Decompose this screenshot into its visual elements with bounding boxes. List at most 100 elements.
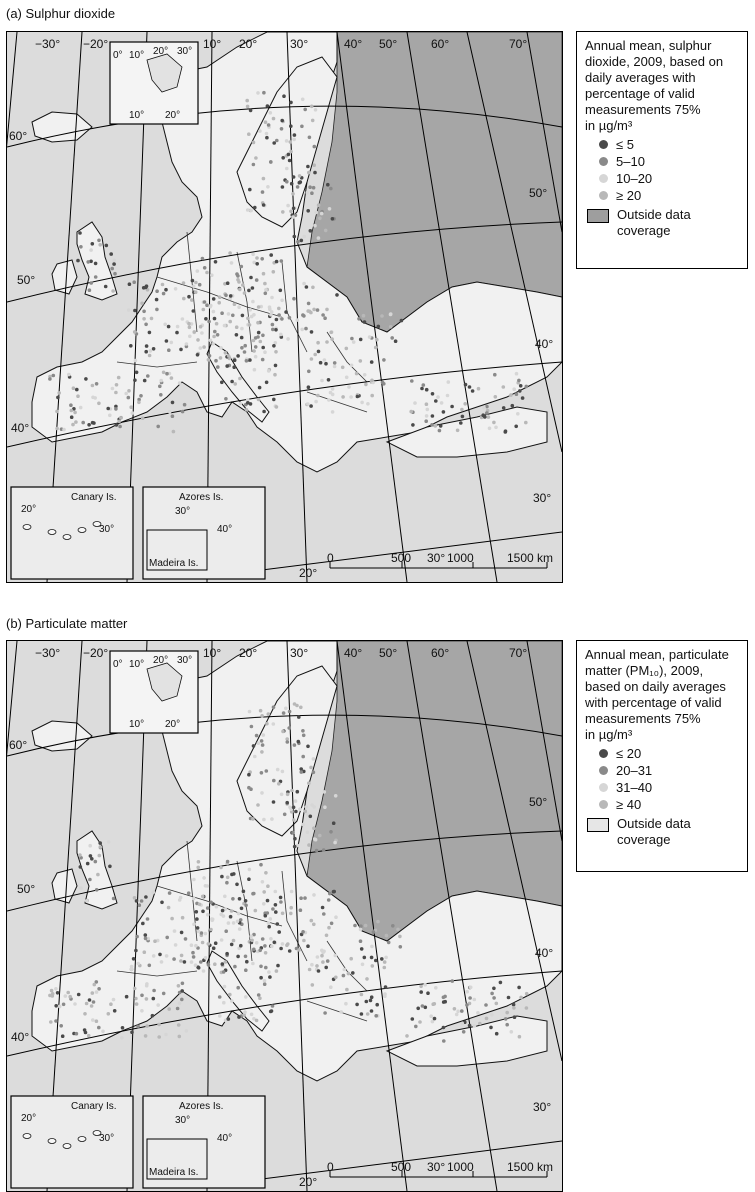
map-label: 500 (391, 551, 411, 565)
station-dot (265, 104, 270, 108)
station-dot (267, 970, 271, 974)
station-dot (363, 923, 368, 928)
station-dot (468, 996, 472, 1000)
station-points (48, 702, 529, 1043)
station-dot (196, 865, 200, 870)
station-dot (180, 409, 185, 414)
station-dot (264, 871, 268, 875)
station-dot (311, 770, 316, 775)
station-dot (205, 303, 209, 308)
station-dot (358, 939, 363, 943)
station-dot (61, 1002, 66, 1007)
station-dot (233, 382, 237, 386)
station-dot (222, 1000, 226, 1005)
legend-title-line: based on daily averages (585, 679, 726, 694)
station-dot (116, 375, 121, 380)
map-label: Azores Is. (179, 492, 223, 503)
station-dot (441, 410, 446, 414)
station-dot (329, 330, 334, 335)
station-dot (429, 1014, 434, 1018)
station-dot (136, 1024, 140, 1029)
station-dot (252, 891, 256, 896)
station-dot (468, 985, 473, 990)
station-dot (167, 409, 172, 414)
station-dot (166, 905, 171, 910)
station-dot (261, 345, 265, 350)
station-dot (233, 964, 237, 969)
station-dot (292, 137, 297, 142)
station-dot (137, 397, 141, 402)
station-dot (280, 942, 285, 946)
station-dot (193, 290, 198, 295)
station-dot (148, 349, 153, 353)
station-dot (78, 865, 83, 869)
station-dot (160, 282, 165, 287)
station-dot (293, 836, 297, 841)
station-dot (310, 803, 314, 807)
station-dot (54, 1004, 58, 1008)
station-dot (326, 898, 331, 902)
station-dot (206, 963, 211, 967)
country-border (236, 860, 253, 962)
station-dot (253, 754, 257, 759)
station-dot (231, 313, 235, 318)
station-dot (192, 877, 196, 882)
station-dot (196, 965, 200, 969)
land-outline (206, 341, 270, 423)
station-dot (270, 1004, 275, 1008)
station-dot (69, 403, 73, 408)
station-dot (305, 830, 310, 835)
map-label: 60° (9, 738, 27, 752)
station-dot (359, 1012, 364, 1016)
station-dot (218, 295, 222, 300)
station-dot (315, 308, 320, 312)
station-dot (424, 387, 429, 392)
station-dot (236, 354, 240, 358)
station-dot (220, 874, 224, 879)
station-dot (112, 258, 116, 263)
station-dot (180, 981, 185, 986)
station-dot (281, 156, 286, 160)
station-dot (236, 911, 241, 916)
station-dot (232, 365, 236, 370)
station-dot (421, 383, 426, 387)
station-dot (277, 313, 281, 317)
station-dot (344, 346, 349, 351)
station-dot (306, 402, 310, 406)
station-dot (161, 291, 166, 296)
station-dot (286, 337, 290, 341)
station-dot (110, 266, 114, 271)
station-dot (225, 880, 229, 885)
station-dot (285, 800, 290, 805)
station-dot (370, 944, 374, 949)
station-dot (366, 402, 370, 406)
map-label: 30° (175, 506, 190, 517)
station-dot (167, 1007, 171, 1011)
station-dot (56, 395, 60, 400)
station-dot (264, 288, 268, 292)
station-dot (111, 997, 116, 1002)
station-dot (170, 414, 175, 419)
scale-bar: 20° 30° 0 500 1000 1500 km (299, 1160, 553, 1189)
station-dot (175, 324, 180, 329)
station-dot (195, 917, 199, 921)
station-dot (154, 297, 159, 302)
legend-class: ≥ 40 (585, 796, 739, 813)
station-dot (302, 314, 306, 318)
station-dot (463, 402, 468, 406)
station-dot (231, 897, 235, 901)
station-dot (217, 995, 222, 999)
station-dot (134, 996, 138, 1001)
station-dot (239, 906, 244, 911)
station-dot (186, 891, 191, 895)
station-dot (179, 959, 183, 963)
station-dot (54, 987, 58, 991)
station-dot (487, 426, 492, 431)
country-border (116, 970, 198, 977)
map-label: 1000 (447, 551, 474, 565)
station-dot (301, 930, 305, 934)
latitude-line (7, 970, 562, 1057)
station-dot (369, 1009, 374, 1013)
station-dot (88, 843, 92, 848)
station-dot (159, 393, 163, 397)
